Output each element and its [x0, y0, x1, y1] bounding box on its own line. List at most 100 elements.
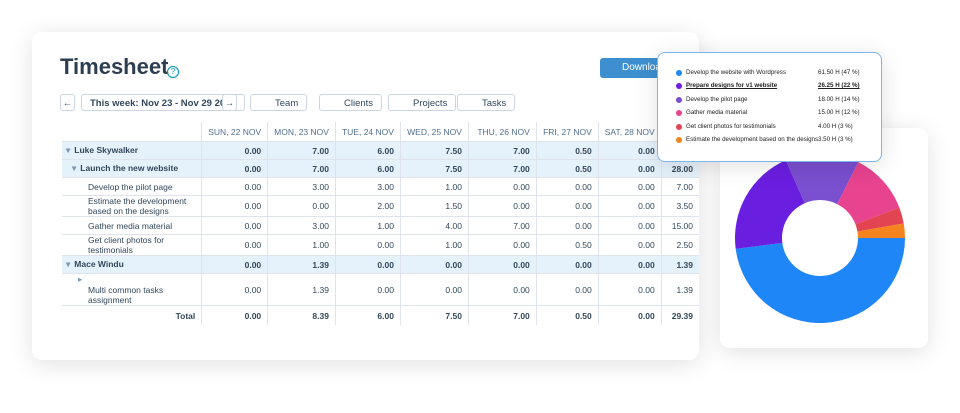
row-label: ▾ Luke Skywalker	[62, 141, 202, 160]
filter-button[interactable]: Clients	[319, 94, 383, 111]
cell: 7.00	[467, 159, 537, 178]
cell: 3.00	[267, 216, 336, 235]
week-picker[interactable]: This week: Nov 23 - Nov 29 2020	[81, 94, 245, 111]
cell: 0.00	[201, 216, 268, 235]
donut-segment	[855, 207, 904, 232]
row: Develop the pilot page 0.00 3.00 3.00 1.00 0.…	[62, 177, 699, 196]
legend-dot	[676, 110, 682, 117]
cell: 7.50	[399, 141, 469, 160]
cell: 1.00	[399, 234, 469, 256]
row-label-text: Multi common tasks assignment	[88, 285, 164, 305]
row: Estimate the development based on the de…	[62, 195, 699, 217]
cell: 1.39	[660, 273, 699, 306]
total-label: Total	[175, 310, 196, 321]
legend-dot	[676, 123, 682, 130]
cell: 1.00	[334, 216, 401, 235]
cell: 2.00	[334, 195, 401, 217]
caret: ▾	[66, 259, 71, 269]
row-label-text: Mace Windu	[74, 259, 124, 269]
cell: 7.00	[267, 159, 336, 178]
row-label-text: Gather media material	[88, 220, 173, 231]
cell: 0.00	[597, 216, 662, 235]
cell: 3.50	[660, 195, 699, 217]
donut-card	[720, 128, 928, 348]
cell: 0.00	[201, 159, 268, 178]
timesheet-card: Timesheet ? Download ← This week: Nov 23…	[32, 32, 699, 360]
row-label: ▸ Multi common tasks assignment	[62, 273, 202, 306]
total-row: Total 0.00 8.39 6.00 7.50 7.00 0.50 0.00 29.39	[62, 305, 699, 325]
column-header: WED, 25 NOV	[399, 122, 469, 142]
legend-value: 4.00 H (3 %)	[818, 122, 853, 130]
cell: 0.00	[597, 195, 662, 217]
legend-dot	[676, 137, 682, 143]
legend-item: Estimate the development based on the de…	[676, 134, 876, 146]
donut-segment	[785, 153, 859, 205]
total-cell: 7.50	[399, 305, 469, 325]
cell: 0.00	[334, 273, 401, 306]
cell: 0.00	[399, 273, 469, 306]
corner	[62, 122, 202, 142]
cell: 0.50	[535, 234, 599, 256]
legend-label: Prepare designs for v1 website	[686, 82, 778, 90]
total-cell: 7.00	[467, 305, 537, 325]
total-cell: 0.00	[201, 305, 268, 325]
column-header: TUE, 24 NOV	[334, 122, 401, 142]
legend-item: Prepare designs for v1 website 26.25 H (2…	[676, 80, 876, 92]
column-header: MON, 23 NOV	[267, 122, 336, 142]
cell: 6.00	[334, 141, 401, 160]
title: Timesheet	[60, 54, 169, 79]
legend-dot	[676, 70, 682, 76]
legend-value: 15.00 H (12 %)	[818, 109, 860, 117]
row-label-text: Get client photos for testimonials	[88, 235, 165, 255]
legend-dot	[676, 96, 682, 103]
cell: 0.00	[201, 141, 268, 160]
legend-label: Estimate the development based on the de…	[686, 136, 819, 143]
row: ▾ Launch the new website 0.00 7.00 6.00 7.50 7…	[62, 159, 699, 178]
cell: 0.00	[535, 255, 599, 274]
next-week[interactable]: →	[222, 94, 237, 111]
legend-item: Get client photos for testimonials 4.00 H…	[676, 121, 876, 133]
help-icon[interactable]: ?	[167, 66, 179, 78]
timesheet-table: SUN, 22 NOV MON, 23 NOV TUE, 24 NOV WED, 25…	[62, 122, 699, 325]
cell: 0.00	[467, 195, 537, 217]
column-header: SUN, 22 NOV	[201, 122, 268, 142]
cell: 7.50	[399, 159, 469, 178]
filter-button[interactable]: Team	[250, 94, 308, 111]
donut-segment	[857, 223, 905, 238]
total-cell: 29.39	[660, 305, 699, 325]
row-label-text: Luke Skywalker	[74, 145, 139, 155]
cell: 0.00	[201, 273, 268, 306]
cell: 0.00	[399, 255, 469, 274]
legend-label: Develop the website with Wordpress	[686, 69, 786, 76]
cell: 28.00	[660, 159, 699, 178]
cell: 0.00	[535, 177, 599, 196]
header-row: SUN, 22 NOV MON, 23 NOV TUE, 24 NOV WED, 25…	[62, 122, 699, 142]
caret: ▾	[66, 145, 71, 155]
cell: 4.00	[399, 216, 469, 235]
column-header: THU, 26 NOV	[467, 122, 537, 142]
legend-dot	[676, 83, 682, 90]
cell: 0.00	[334, 255, 401, 274]
caret: ▸	[78, 274, 83, 284]
cell: 0.00	[201, 177, 268, 196]
row-label: Gather media material	[62, 216, 202, 235]
filter-button[interactable]: Projects	[388, 94, 457, 111]
filter-button[interactable]: Tasks	[457, 94, 516, 111]
donut-segment	[735, 160, 805, 249]
prev-week[interactable]: ←	[60, 94, 75, 111]
cell: 7.00	[660, 177, 699, 196]
column-header: SAT, 28 NOV	[597, 122, 662, 142]
caret: ▾	[72, 163, 77, 173]
legend-label: Gather media material	[686, 109, 748, 117]
legend-label: Develop the pilot page	[686, 95, 748, 103]
cell: 0.50	[535, 141, 599, 160]
cell: 6.00	[334, 159, 401, 178]
cell: 0.00	[467, 177, 537, 196]
cell: 1.39	[660, 255, 699, 274]
total-cell: 6.00	[334, 305, 401, 325]
cell: 1.39	[267, 255, 336, 274]
cell: 0.00	[597, 234, 662, 256]
legend-item: Develop the pilot page 18.00 H (14 %)	[676, 94, 876, 106]
cell: 3.00	[334, 177, 401, 196]
cell: 0.00	[334, 234, 401, 256]
